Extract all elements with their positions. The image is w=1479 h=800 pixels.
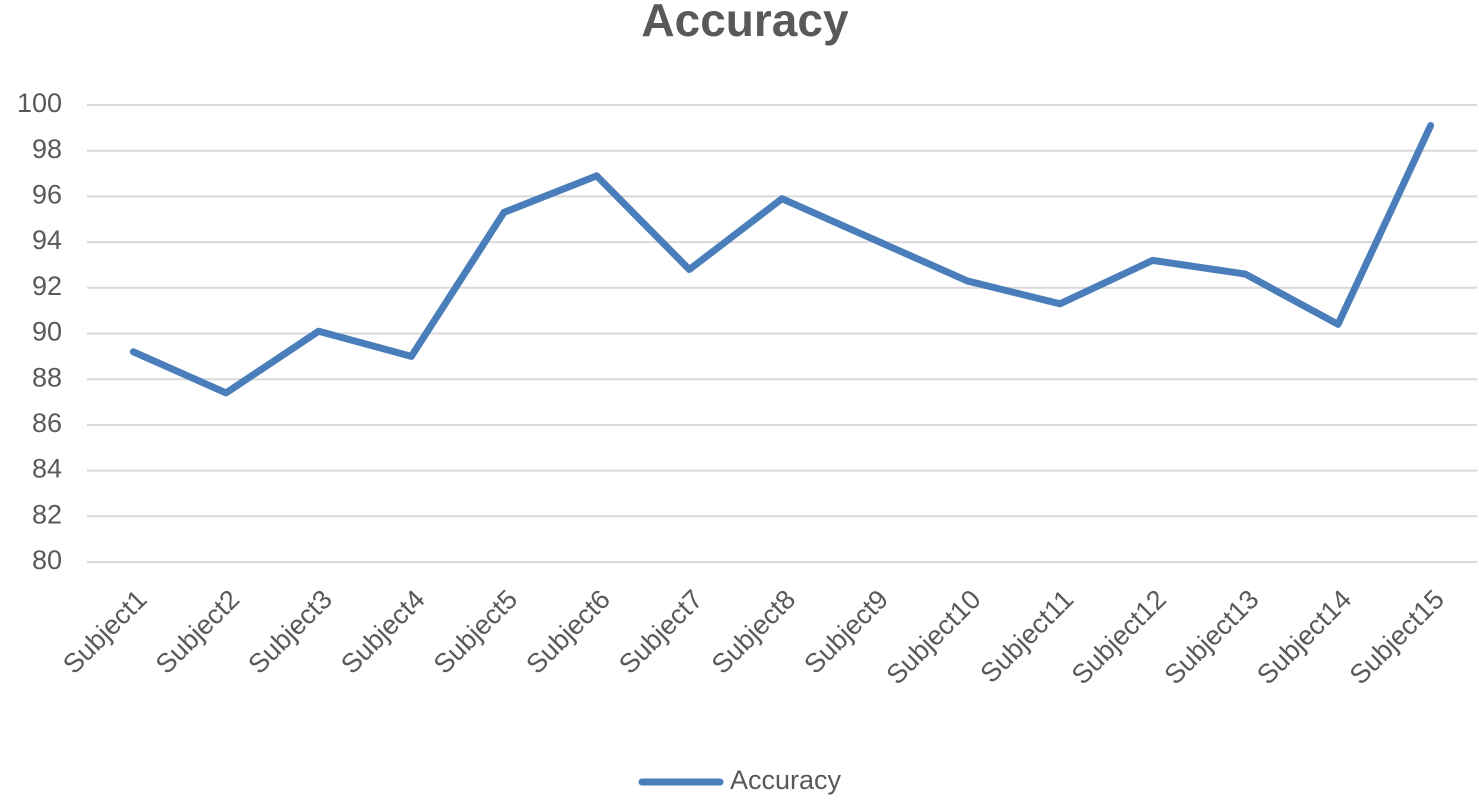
legend-label: Accuracy — [730, 765, 842, 795]
x-tick-label: Subject5 — [428, 584, 524, 680]
y-tick-label: 94 — [32, 225, 62, 255]
y-tick-label: 96 — [32, 180, 62, 210]
y-tick-label: 100 — [17, 88, 62, 118]
x-tick-label: Subject9 — [798, 584, 894, 680]
x-tick-label: Subject6 — [520, 584, 616, 680]
x-tick-label: Subject3 — [242, 584, 338, 680]
x-tick-label: Subject2 — [150, 584, 246, 680]
y-tick-label: 86 — [32, 408, 62, 438]
y-tick-label: 82 — [32, 499, 62, 529]
x-tick-label: Subject1 — [57, 584, 153, 680]
y-tick-label: 80 — [32, 545, 62, 575]
x-tick-label: Subject10 — [880, 584, 986, 690]
y-tick-label: 98 — [32, 134, 62, 164]
x-tick-label: Subject15 — [1344, 584, 1450, 690]
x-tick-label: Subject7 — [613, 584, 709, 680]
series-line — [129, 122, 1435, 397]
y-tick-label: 88 — [32, 362, 62, 392]
y-tick-label: 92 — [32, 271, 62, 301]
x-tick-label: Subject14 — [1251, 584, 1357, 690]
chart-title: Accuracy — [641, 0, 849, 46]
x-tick-label: Subject13 — [1158, 584, 1264, 690]
x-tick-label: Subject4 — [335, 584, 431, 680]
x-tick-label: Subject12 — [1066, 584, 1172, 690]
x-tick-label: Subject11 — [975, 584, 1080, 689]
x-tick-label: Subject8 — [706, 584, 802, 680]
y-tick-label: 84 — [32, 454, 62, 484]
y-tick-label: 90 — [32, 317, 62, 347]
